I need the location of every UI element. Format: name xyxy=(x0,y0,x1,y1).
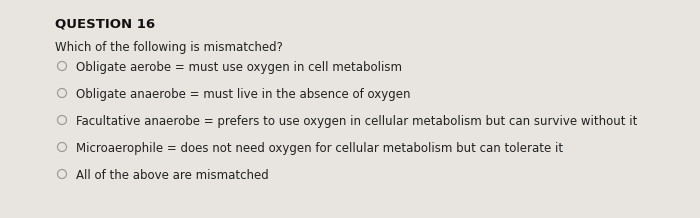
Text: Obligate anaerobe = must live in the absence of oxygen: Obligate anaerobe = must live in the abs… xyxy=(76,88,410,101)
Text: Microaerophile = does not need oxygen for cellular metabolism but can tolerate i: Microaerophile = does not need oxygen fo… xyxy=(76,142,563,155)
Text: Facultative anaerobe = prefers to use oxygen in cellular metabolism but can surv: Facultative anaerobe = prefers to use ox… xyxy=(76,115,638,128)
Text: QUESTION 16: QUESTION 16 xyxy=(55,18,155,31)
Text: All of the above are mismatched: All of the above are mismatched xyxy=(76,169,269,182)
Text: Obligate aerobe = must use oxygen in cell metabolism: Obligate aerobe = must use oxygen in cel… xyxy=(76,61,402,74)
Text: Which of the following is mismatched?: Which of the following is mismatched? xyxy=(55,41,283,54)
